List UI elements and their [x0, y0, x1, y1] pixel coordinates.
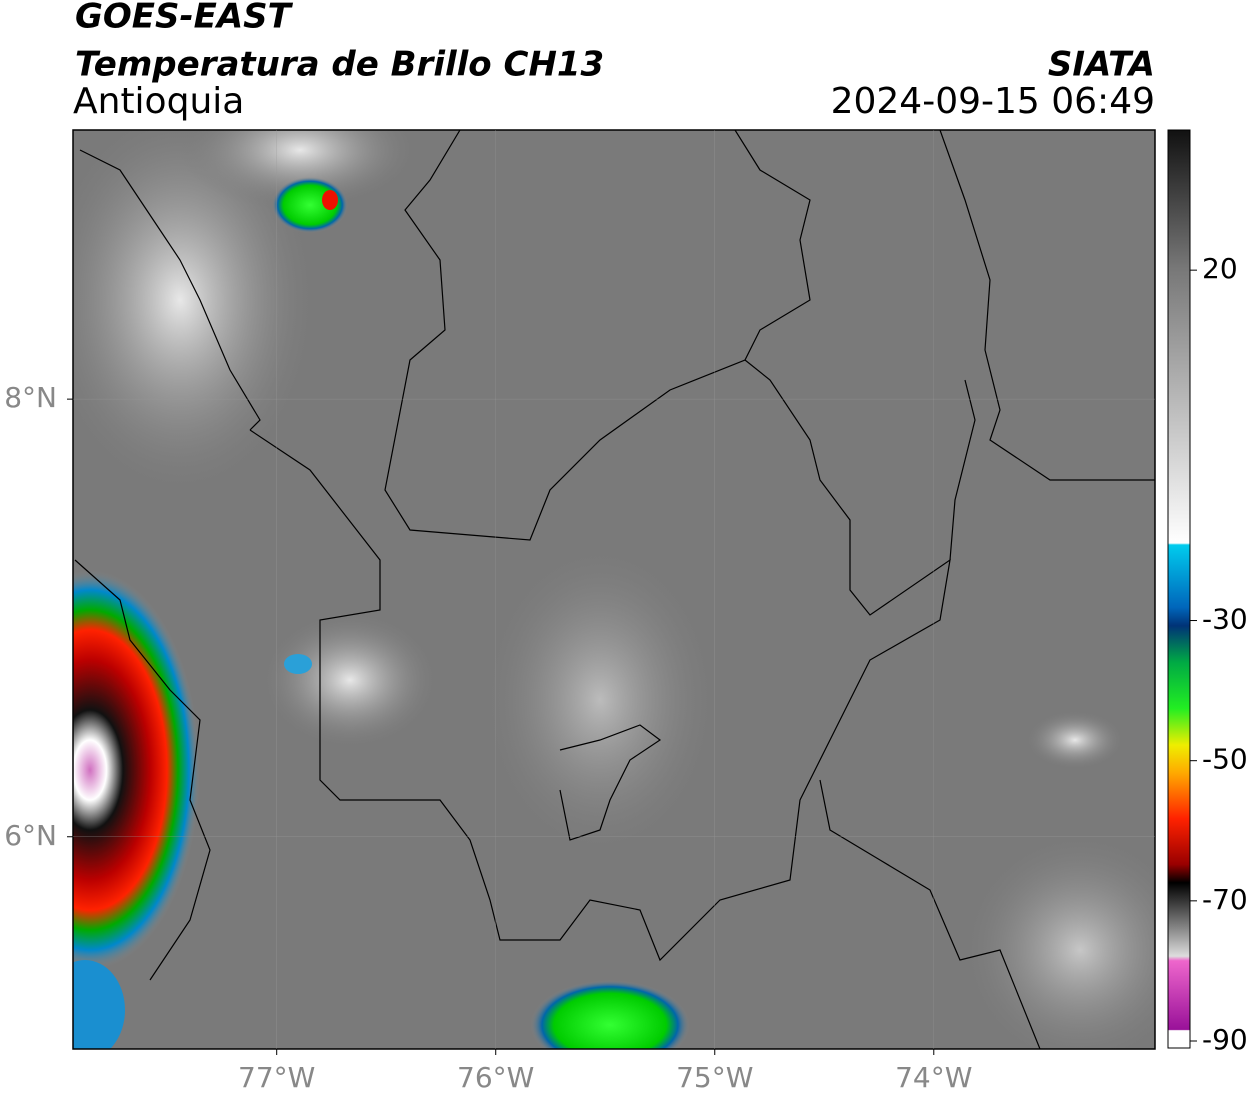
subtitle: Temperatura de Brillo CH13 [75, 45, 604, 85]
title: GOES-EAST [75, 0, 294, 37]
datetime: 2024-09-15 06:49 [831, 81, 1155, 122]
x-tick-label: 77°W [238, 1061, 315, 1094]
source: SIATA [1048, 45, 1155, 85]
colorbar [1167, 129, 1191, 1049]
colorbar-tick-label: -90 [1202, 1023, 1248, 1056]
satellite-image [73, 130, 1155, 1049]
colorbar-tick-label: 20 [1202, 252, 1238, 285]
y-tick-label: 8°N [4, 381, 57, 414]
colorbar-tick-label: -70 [1202, 883, 1248, 916]
y-tick-label: 6°N [4, 819, 57, 852]
region: Antioquia [73, 81, 244, 122]
x-tick-label: 75°W [676, 1061, 753, 1094]
x-tick-label: 74°W [895, 1061, 972, 1094]
colorbar-tick-label: -30 [1202, 603, 1248, 636]
x-tick-label: 76°W [457, 1061, 534, 1094]
map-frame [72, 129, 1156, 1050]
colorbar-tick-label: -50 [1202, 743, 1248, 776]
